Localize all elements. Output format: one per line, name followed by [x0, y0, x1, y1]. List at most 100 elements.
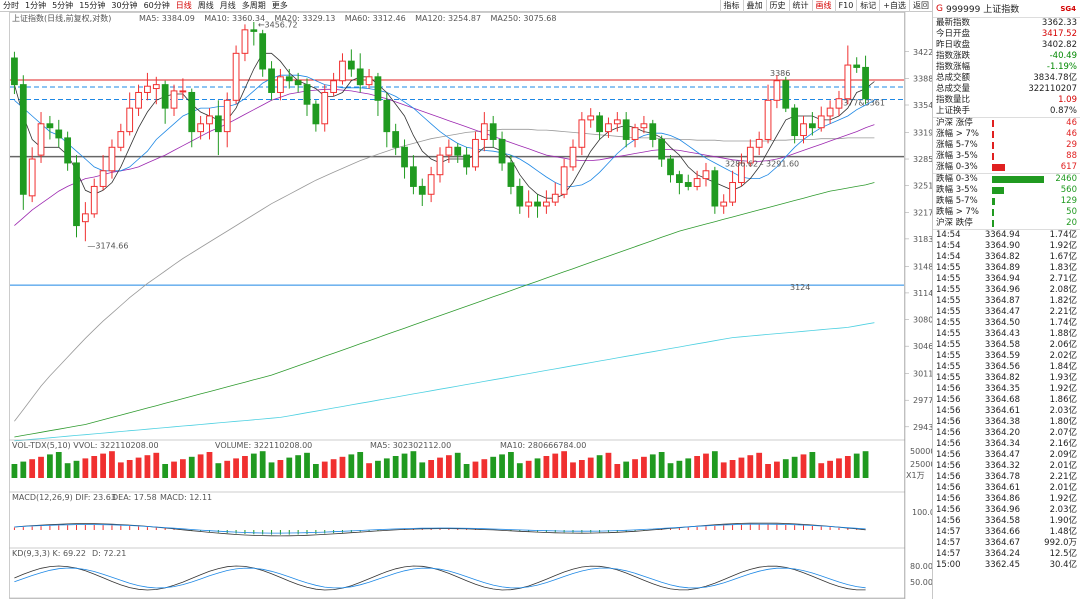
ma5-line: [14, 52, 875, 199]
volume-bar: [729, 460, 736, 478]
y-tick-label: 3319: [913, 128, 932, 137]
y-tick-label: 3251: [913, 182, 932, 191]
volume-bar: [800, 454, 807, 478]
volume-bar: [685, 458, 692, 478]
kline-chart-svg[interactable]: 上证指数(日线,前复权,对数) MA5: 3384.09 MA10: 3360.34…: [0, 12, 932, 599]
ma20-line: [14, 88, 875, 226]
quote-label: 总成交额: [936, 73, 971, 83]
volume-bar: [11, 464, 18, 478]
candle-body: [312, 103, 320, 125]
kline-chart[interactable]: 上证指数(日线,前复权,对数) MA5: 3384.09 MA10: 3360.34…: [0, 12, 932, 599]
toolbar-button-2[interactable]: 历史: [765, 0, 789, 12]
candle-body: [365, 76, 373, 86]
volume-bar: [20, 461, 27, 478]
toolbar-button-0[interactable]: 指标: [719, 0, 743, 12]
tick-amount: 1.93亿: [1049, 373, 1077, 383]
candle-body: [640, 123, 648, 129]
tick-price: 3364.59: [984, 351, 1020, 361]
candle-body: [223, 99, 231, 133]
candle-body: [330, 80, 337, 93]
toolbar-button-8[interactable]: 返回: [909, 0, 932, 12]
candle-body: [782, 80, 790, 109]
tick-row: 14:54 3364.82 1.67亿: [933, 252, 1080, 263]
dist-count: 88: [1066, 151, 1077, 161]
volume-bar: [419, 462, 426, 478]
tick-row: 14:55 3364.82 1.93亿: [933, 373, 1080, 384]
quote-value: -40.49: [1049, 51, 1077, 61]
macd-dea-line: [14, 523, 866, 534]
period-tab-9[interactable]: 多周期: [241, 0, 266, 10]
tick-amount: 2.01亿: [1049, 483, 1077, 493]
tick-row: 14:56 3364.58 1.90亿: [933, 516, 1080, 527]
period-tab-2[interactable]: 5分钟: [52, 0, 74, 10]
volume-bar: [561, 451, 568, 478]
quote-label: 昨日收盘: [936, 40, 971, 50]
quote-row: 指数涨幅 -1.19%: [933, 62, 1080, 73]
volume-bar: [268, 462, 275, 478]
period-tab-4[interactable]: 30分钟: [111, 0, 138, 10]
tick-row: 14:56 3364.68 1.86亿: [933, 395, 1080, 406]
quote-row: 总成交额 3834.78亿: [933, 73, 1080, 84]
dist-bar: [992, 209, 1039, 216]
candle-body: [773, 80, 781, 101]
dist-label: 涨幅 > 7%: [936, 129, 980, 139]
volume-bar: [437, 457, 443, 478]
period-tab-10[interactable]: 更多: [271, 0, 288, 10]
volume-bar: [197, 454, 204, 478]
tick-price: 3364.86: [984, 494, 1020, 504]
candle-body: [339, 60, 346, 82]
tick-price: 3364.34: [984, 439, 1020, 449]
period-tab-5[interactable]: 60分钟: [143, 0, 170, 10]
volume-bar: [242, 456, 248, 478]
candle-body: [507, 162, 515, 187]
tick-amount: 1.84亿: [1049, 362, 1077, 372]
tick-price: 3364.82: [984, 252, 1020, 262]
candle-body: [161, 84, 169, 109]
period-tab-3[interactable]: 15分钟: [79, 0, 106, 10]
dist-label: 涨幅 3-5%: [936, 151, 978, 161]
tick-amount: 2.06亿: [1049, 340, 1077, 350]
tick-price: 3364.61: [984, 483, 1020, 493]
quote-row: 昨日收盘 3402.82: [933, 40, 1080, 51]
tick-price: 3364.96: [984, 285, 1020, 295]
candle-body: [28, 158, 36, 197]
quote-value: 1.09: [1058, 95, 1077, 105]
candle-body: [374, 76, 382, 101]
tick-list[interactable]: 14:54 3364.94 1.74亿 14:54 3364.90 1.92亿 14:54 3…: [933, 230, 1080, 571]
candle-body: [206, 115, 213, 125]
toolbar-button-1[interactable]: 叠加: [742, 0, 766, 12]
toolbar-button-3[interactable]: 统计: [788, 0, 812, 12]
dist-bar: [992, 164, 1039, 171]
candle-body: [480, 123, 488, 140]
dist-bar: [992, 176, 1044, 183]
toolbar-button-6[interactable]: 标记: [856, 0, 879, 12]
toolbar-button-5[interactable]: F10: [834, 0, 857, 12]
period-tab-1[interactable]: 1分钟: [25, 0, 47, 10]
tick-row: 14:55 3364.56 1.84亿: [933, 362, 1080, 373]
candle-body: [436, 154, 444, 176]
quote-row: 指数量比 1.09: [933, 95, 1080, 106]
dist-count: 50: [1066, 207, 1077, 217]
tick-time: 14:56: [936, 395, 961, 405]
volume-bar: [490, 456, 497, 478]
tick-price: 3364.78: [984, 472, 1020, 482]
tick-amount: 1.74亿: [1049, 230, 1077, 240]
tick-row: 14:57 3364.24 12.5亿: [933, 549, 1080, 560]
period-tab-8[interactable]: 月线: [219, 0, 236, 10]
volume-bar: [570, 462, 576, 478]
candle-body: [560, 166, 568, 195]
volume-bar: [55, 452, 62, 478]
tick-amount: 2.07亿: [1049, 428, 1077, 438]
tick-time: 14:56: [936, 516, 961, 526]
candle-body: [729, 182, 736, 203]
tick-row: 14:57 3364.66 1.48亿: [933, 527, 1080, 538]
toolbar-button-4[interactable]: 画线: [811, 0, 835, 12]
candle-body: [835, 98, 843, 109]
period-tab-7[interactable]: 周线: [197, 0, 214, 10]
candle-body: [525, 201, 533, 207]
dist-count: 617: [1060, 162, 1077, 172]
period-tab-6[interactable]: 日线: [175, 0, 192, 10]
volume-bar: [224, 460, 231, 478]
period-tab-0[interactable]: 分时: [3, 0, 19, 10]
toolbar-button-7[interactable]: +自选: [879, 0, 909, 12]
